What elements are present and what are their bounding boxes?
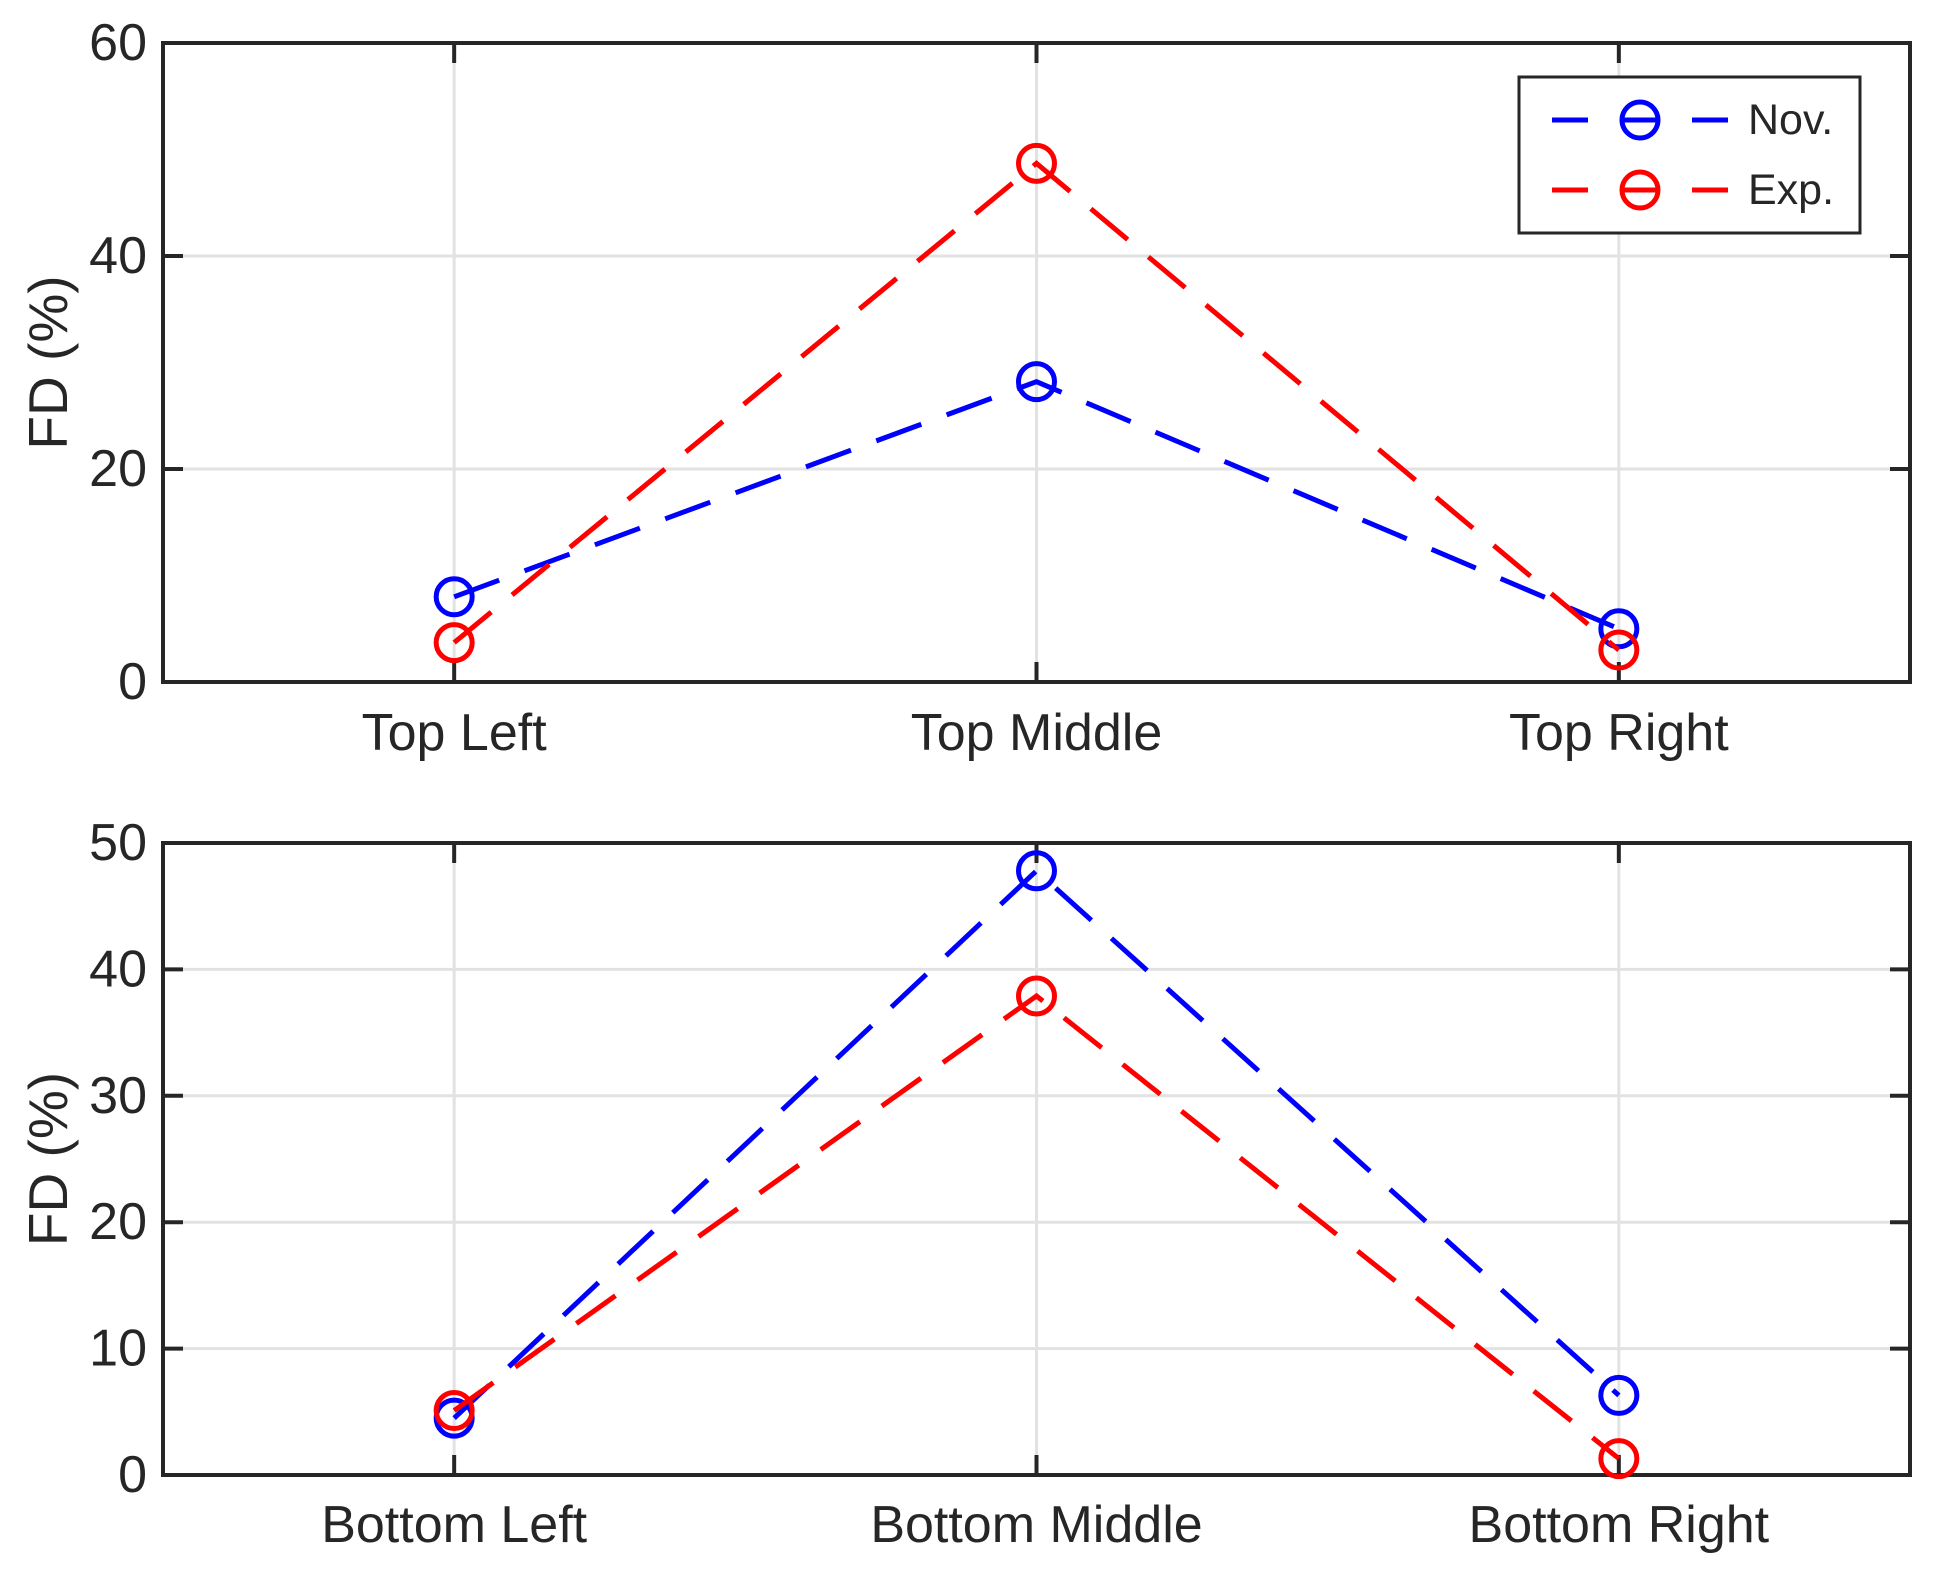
legend: Nov. Exp. — [1517, 75, 1862, 235]
y-axis-label: FD (%) — [17, 1072, 79, 1246]
y-tick-label: 40 — [89, 940, 147, 998]
data-point-marker — [1598, 629, 1640, 671]
y-tick-label: 30 — [89, 1067, 147, 1125]
y-tick-label: 40 — [89, 227, 147, 285]
y-tick-label: 20 — [89, 1193, 147, 1251]
data-point-marker — [433, 576, 475, 618]
legend-marker-sample — [1619, 169, 1661, 211]
data-point-marker — [1016, 142, 1057, 184]
top-chart: 0 20 40 60 Top Left Top Middle Top Right FD (%)… — [17, 14, 1912, 762]
x-category-label: Bottom Left — [321, 1496, 587, 1554]
legend-box — [1517, 75, 1862, 235]
data-point-marker — [1598, 1374, 1640, 1416]
x-category-label: Top Left — [362, 704, 548, 762]
y-tick-label: 20 — [89, 440, 147, 498]
y-tick-label: 0 — [118, 653, 147, 711]
series-line-nov — [452, 867, 1621, 1420]
series-line-exp — [452, 160, 1621, 652]
series-line-exp — [452, 992, 1621, 1461]
legend-label: Exp. — [1748, 166, 1834, 214]
y-tick-label: 50 — [89, 814, 147, 872]
data-point-marker — [1016, 850, 1057, 892]
legend-marker-sample — [1619, 99, 1661, 141]
y-axis-label: FD (%) — [17, 275, 79, 449]
legend-label: Nov. — [1748, 96, 1833, 144]
data-point-marker — [433, 1390, 475, 1432]
y-tick-label: 0 — [118, 1446, 147, 1504]
data-point-marker — [1016, 361, 1057, 403]
x-category-label: Top Middle — [911, 704, 1162, 762]
x-category-label: Bottom Middle — [870, 1496, 1202, 1554]
data-point-marker — [1598, 1438, 1640, 1480]
data-point-marker — [433, 622, 475, 664]
bottom-chart: 0 10 20 30 40 50 Bottom Left Bottom Middle Botto… — [17, 814, 1912, 1554]
data-point-marker — [1598, 608, 1640, 650]
x-category-label: Bottom Right — [1469, 1496, 1770, 1554]
data-point-marker — [1016, 975, 1057, 1017]
series-line-nov — [453, 378, 1620, 632]
y-tick-label: 10 — [89, 1320, 147, 1378]
y-tick-label: 60 — [89, 14, 147, 72]
x-category-label: Top Right — [1509, 704, 1729, 762]
